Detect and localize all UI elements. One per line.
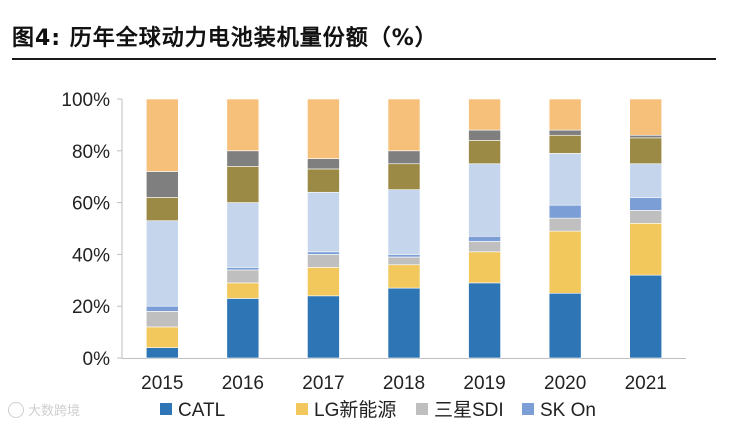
bar-segment (145, 197, 179, 222)
bar-segment (548, 153, 582, 206)
bar-segment (629, 274, 663, 359)
bar-segment (387, 98, 421, 152)
bar-segment (468, 98, 501, 131)
bar-segment (468, 140, 501, 165)
legend-swatch (416, 403, 428, 415)
watermark-text: 大数跨境 (28, 404, 81, 419)
bar-segment (629, 137, 663, 165)
title-bar: 图4: 历年全球动力电池装机量份额（%） (12, 8, 728, 60)
y-tick-label: 100% (61, 90, 110, 111)
bar-segment (226, 98, 260, 152)
bar-segment (307, 254, 340, 268)
bar-segment (387, 287, 421, 359)
bar-segment (226, 150, 260, 167)
legend-label: LG新能源 (314, 399, 396, 421)
bar-segment (468, 129, 501, 141)
bar-segment (145, 220, 179, 307)
bar-segment (226, 166, 260, 203)
bar-segment (307, 267, 340, 297)
y-tick-label: 40% (72, 245, 110, 266)
bar-segment (387, 254, 421, 258)
bar-segment (226, 298, 260, 359)
bar-segment (307, 98, 340, 159)
x-tick-label: 2020 (544, 373, 586, 394)
bar-segment (226, 267, 260, 271)
bar-segment (307, 158, 340, 170)
bar-segment (629, 134, 663, 139)
page-title: 图4: 历年全球动力电池装机量份额（%） (12, 26, 438, 51)
bar-segment (307, 191, 340, 253)
x-tick-label: 2017 (302, 373, 344, 394)
watermark-logo-icon (8, 402, 24, 418)
bar-segment (548, 230, 582, 294)
legend-label: SK On (540, 400, 596, 421)
bar-segment (387, 163, 421, 190)
bar-segment (468, 163, 501, 237)
bar-segment (548, 292, 582, 359)
bar-segment (226, 269, 260, 284)
bar-segment (145, 171, 179, 198)
legend-label: CATL (178, 400, 225, 421)
legend-label: 三星SDI (434, 400, 504, 421)
bar-segment (629, 197, 663, 211)
bar-segment (468, 241, 501, 253)
watermark: 大数跨境 (8, 400, 80, 419)
x-tick-label: 2015 (141, 373, 183, 394)
bar-segment (629, 223, 663, 276)
bar-segment (387, 256, 421, 266)
legend-swatch (296, 403, 308, 415)
y-tick-label: 20% (72, 297, 110, 318)
bar-segment (145, 98, 179, 172)
bar-segment (468, 235, 501, 242)
bar-segment (629, 98, 663, 136)
bar-segment (468, 251, 501, 284)
x-tick-label: 2018 (383, 373, 425, 394)
bar-segment (548, 204, 582, 219)
y-tick-label: 60% (72, 194, 110, 215)
x-tick-label: 2016 (222, 373, 264, 394)
bar-segment (145, 326, 179, 348)
bar-segment (629, 163, 663, 198)
bar-segment (307, 251, 340, 255)
y-tick-label: 0% (83, 349, 111, 370)
x-tick-label: 2019 (463, 373, 505, 394)
bar-segment (226, 282, 260, 299)
bar-segment (548, 217, 582, 232)
bar-segment (307, 168, 340, 193)
y-tick-label: 80% (72, 142, 110, 163)
bar-segment (226, 202, 260, 268)
bar-segment (387, 150, 421, 165)
bar-segment (629, 210, 663, 224)
bar-segment (468, 282, 501, 359)
bar-segment (145, 305, 179, 312)
legend-swatch (160, 403, 172, 415)
x-tick-label: 2021 (625, 373, 667, 394)
bar-segment (548, 129, 582, 136)
bar-segment (145, 311, 179, 328)
bar-segment (548, 98, 582, 131)
legend-swatch (522, 403, 534, 415)
bar-segment (387, 189, 421, 255)
bar-segment (145, 347, 179, 359)
bar-segment (387, 264, 421, 289)
bar-segment (307, 295, 340, 359)
title-divider (12, 58, 716, 60)
bar-segment (548, 134, 582, 154)
